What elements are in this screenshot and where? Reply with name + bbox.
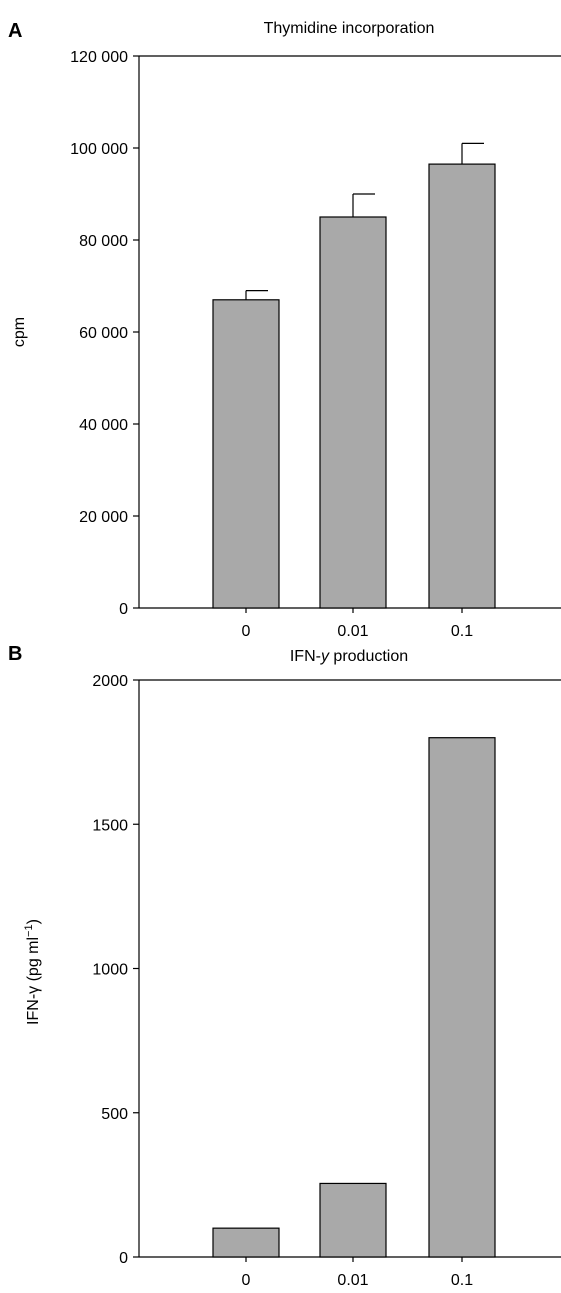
panel-a-y-tick-label: 60 000 xyxy=(79,325,128,342)
panel-b: B IFN-y production IFN-γ (pg ml−1) 0 500 1… xyxy=(8,643,561,1289)
panel-b-bars xyxy=(212,737,496,1258)
panel-a-y-ticks: 0 20 000 40 000 60 000 80 000 100 000 120 000 xyxy=(70,49,139,618)
panel-b-y-tick-label: 1500 xyxy=(92,817,128,834)
panel-b-x-ticks: 0 0.01 0.1 xyxy=(242,1257,473,1289)
panel-a-y-tick-label: 40 000 xyxy=(79,417,128,434)
panel-a-bar xyxy=(319,216,387,609)
panel-a-y-tick-label: 100 000 xyxy=(70,141,128,158)
panel-a-letter: A xyxy=(8,20,22,42)
panel-a-y-tick-label: 80 000 xyxy=(79,233,128,250)
panel-b-x-tick-label: 0.01 xyxy=(337,1272,368,1289)
panel-a-x-tick-label: 0 xyxy=(242,623,251,640)
panel-b-y-tick-label: 0 xyxy=(119,1250,128,1267)
panel-a-y-tick-label: 120 000 xyxy=(70,49,128,66)
panel-a-x-tick-label: 0.01 xyxy=(337,623,368,640)
panel-b-y-tick-label: 500 xyxy=(101,1106,128,1123)
panel-b-y-axis-label: IFN-γ (pg ml−1) xyxy=(23,919,42,1025)
panel-a-bars xyxy=(212,142,496,609)
panel-b-x-tick-label: 0 xyxy=(242,1272,251,1289)
panel-b-y-tick-label: 1000 xyxy=(92,962,128,979)
panel-b-letter: B xyxy=(8,643,22,665)
panel-b-x-tick-label: 0.1 xyxy=(451,1272,473,1289)
panel-b-y-ticks: 0 500 1000 1500 2000 xyxy=(92,673,139,1267)
panel-a-x-ticks: 0 0.01 0.1 xyxy=(242,608,473,640)
panel-b-bar xyxy=(428,737,496,1258)
panel-a-bar xyxy=(428,163,496,609)
panel-b-bar xyxy=(319,1182,387,1258)
panel-a-title: Thymidine incorporation xyxy=(264,20,435,37)
panel-b-bar xyxy=(212,1227,280,1258)
panel-a-bar xyxy=(212,299,280,609)
panel-a-x-tick-label: 0.1 xyxy=(451,623,473,640)
panel-b-title: IFN-y production xyxy=(290,648,408,665)
panel-a-y-tick-label: 0 xyxy=(119,601,128,618)
panel-a-y-axis-label: cpm xyxy=(11,317,28,347)
panel-a-y-tick-label: 20 000 xyxy=(79,509,128,526)
panel-b-y-tick-label: 2000 xyxy=(92,673,128,690)
panel-a: A Thymidine incorporation cpm 0 20 000 40 … xyxy=(8,20,561,640)
